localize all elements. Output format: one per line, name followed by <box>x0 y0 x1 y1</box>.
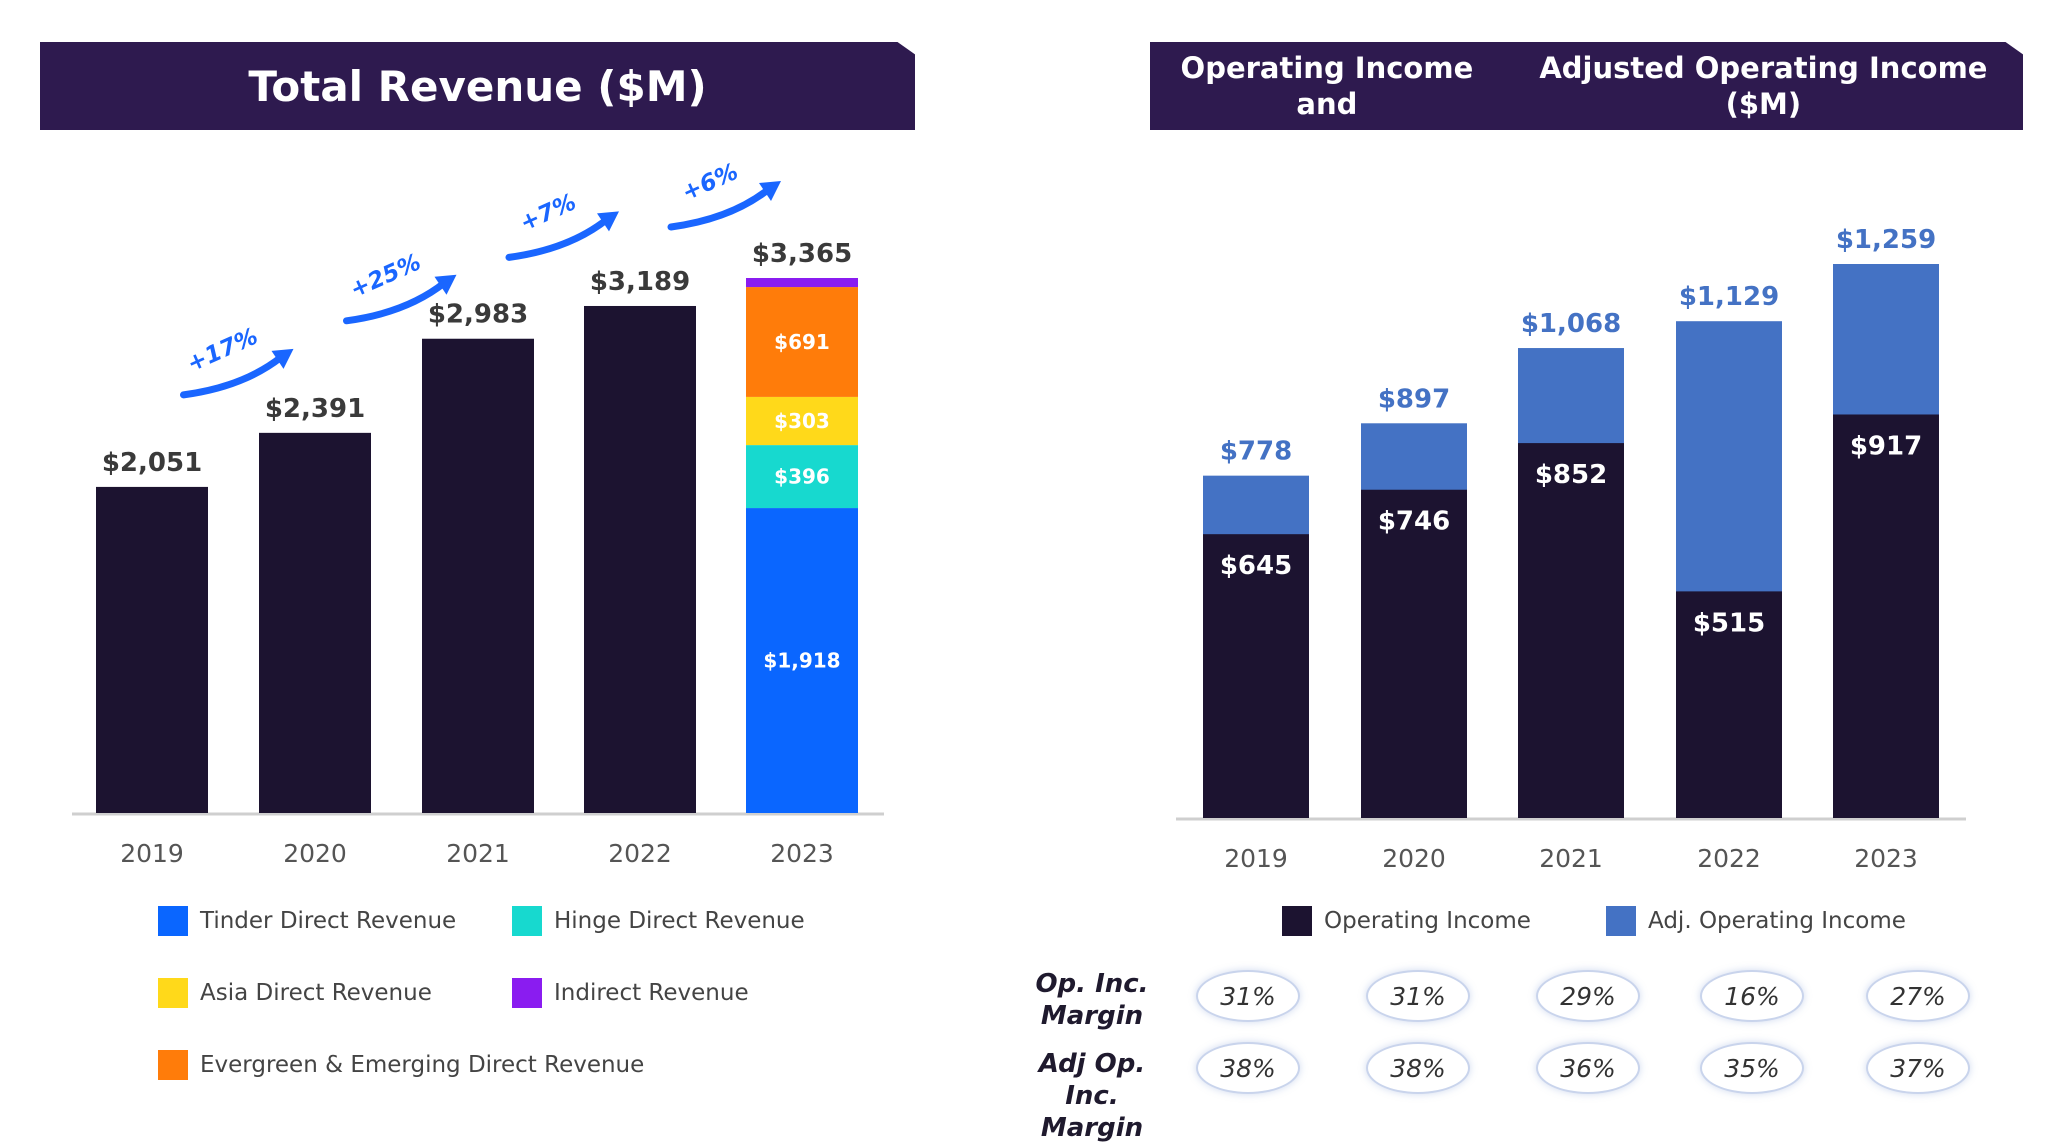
operating-income-bar-2022 <box>1676 591 1782 818</box>
legend-label-asia: Asia Direct Revenue <box>200 980 432 1006</box>
legend-tinder: Tinder Direct Revenue <box>158 906 456 936</box>
adj-margin-label-line1: Adj Op. Inc. <box>1038 1049 1146 1111</box>
legend-label-evergreen: Evergreen & Emerging Direct Revenue <box>200 1052 645 1078</box>
adj-margin-2023: 37% <box>1866 1042 1970 1094</box>
revenue-year-label-2019: 2019 <box>120 839 184 868</box>
op-margin-2023: 27% <box>1866 970 1970 1022</box>
legend-label-indirect: Indirect Revenue <box>554 980 749 1006</box>
adj-operating-income-label-2019: $778 <box>1220 437 1292 467</box>
operating-income-label-2020: $746 <box>1378 507 1450 537</box>
adj-margin-label-line2: Margin <box>1040 1113 1144 1143</box>
operating-income-label-2021: $852 <box>1535 460 1607 490</box>
revenue-year-label-2023: 2023 <box>770 839 834 868</box>
growth-label-1: +25% <box>346 249 424 303</box>
growth-label-3: +6% <box>678 159 742 206</box>
legend-hinge: Hinge Direct Revenue <box>512 906 805 936</box>
growth-arrowhead-0 <box>271 348 294 369</box>
operating-income-bar-2023 <box>1833 414 1939 818</box>
op-margin-label-line1: Op. Inc. <box>1035 969 1149 999</box>
revenue-bar-2020 <box>259 432 371 813</box>
operating-income-label-2022: $515 <box>1693 608 1765 638</box>
revenue-bar-2021 <box>422 338 534 813</box>
adj-margin-2022: 35% <box>1700 1042 1804 1094</box>
revenue-2023-label-tinder: $1,918 <box>763 649 840 673</box>
revenue-2023-segment-evergreen <box>746 287 858 397</box>
operating-year-label-2023: 2023 <box>1854 844 1918 873</box>
operating-year-label-2020: 2020 <box>1382 844 1446 873</box>
revenue-2023-segment-indirect <box>746 278 858 288</box>
growth-arrowhead-1 <box>434 274 457 295</box>
adj-operating-income-label-2020: $897 <box>1378 384 1450 414</box>
operating-income-bar-2020 <box>1361 489 1467 818</box>
op-margin-label: Op. Inc. Margin <box>1012 968 1172 1032</box>
legend-label-hinge: Hinge Direct Revenue <box>554 908 805 934</box>
adj-operating-income-label-2023: $1,259 <box>1836 225 1936 255</box>
operating-year-label-2021: 2021 <box>1539 844 1603 873</box>
legend-indirect: Indirect Revenue <box>512 978 749 1008</box>
adj-margin-2019: 38% <box>1196 1042 1300 1094</box>
growth-label-2: +7% <box>516 189 580 236</box>
growth-arrow-2 <box>505 215 611 261</box>
growth-arrowhead-3 <box>759 180 781 201</box>
operating-income-bar-2019 <box>1203 534 1309 818</box>
growth-label-0: +17% <box>183 323 261 377</box>
revenue-year-label-2021: 2021 <box>446 839 510 868</box>
revenue-bar-2019 <box>96 486 208 813</box>
revenue-bar-2022 <box>584 305 696 813</box>
adj-operating-income-label-2022: $1,129 <box>1679 282 1779 312</box>
revenue-2023-segment-asia <box>746 396 858 446</box>
legend-swatch-tinder <box>158 906 188 936</box>
operating-year-label-2019: 2019 <box>1224 844 1288 873</box>
adj-margin-2021: 36% <box>1536 1042 1640 1094</box>
legend-operating-income: Operating Income <box>1282 906 1531 936</box>
op-margin-2020: 31% <box>1366 970 1470 1022</box>
revenue-2023-label-hinge: $396 <box>774 465 830 489</box>
revenue-2023-label-evergreen: $691 <box>774 330 830 354</box>
growth-arrow-0 <box>180 353 285 399</box>
legend-swatch-evergreen <box>158 1050 188 1080</box>
revenue-value-label-2023: $3,365 <box>752 239 852 269</box>
legend-swatch-asia <box>158 978 188 1008</box>
revenue-2023-segment-tinder <box>746 508 858 813</box>
legend-label-tinder: Tinder Direct Revenue <box>200 908 457 934</box>
legend-swatch-operating-income <box>1282 906 1312 936</box>
growth-arrow-1 <box>343 279 448 325</box>
op-margin-2019: 31% <box>1196 970 1300 1022</box>
revenue-chart-title: Total Revenue ($M) <box>40 42 915 130</box>
operating-income-title-line1: Operating Income and <box>1180 51 1474 121</box>
adj-operating-income-label-2021: $1,068 <box>1521 309 1621 339</box>
revenue-chart-title-text: Total Revenue ($M) <box>248 61 707 111</box>
legend-swatch-adj-operating-income <box>1606 906 1636 936</box>
legend-label-adj-operating-income: Adj. Operating Income <box>1648 908 1906 934</box>
growth-arrowhead-2 <box>597 211 619 232</box>
growth-arrow-3 <box>667 185 773 231</box>
revenue-value-label-2019: $2,051 <box>102 448 202 478</box>
operating-income-title-line2: Adjusted Operating Income ($M) <box>1539 51 1988 121</box>
revenue-value-label-2020: $2,391 <box>265 394 365 424</box>
legend-label-operating-income: Operating Income <box>1324 908 1531 934</box>
revenue-year-label-2022: 2022 <box>608 839 672 868</box>
adj-margin-2020: 38% <box>1366 1042 1470 1094</box>
revenue-value-label-2022: $3,189 <box>590 267 690 297</box>
operating-income-label-2023: $917 <box>1850 431 1922 461</box>
operating-year-label-2022: 2022 <box>1697 844 1761 873</box>
revenue-value-label-2021: $2,983 <box>428 300 528 330</box>
operating-income-bar-2021 <box>1518 443 1624 818</box>
operating-income-chart-title: Operating Income and Adjusted Operating … <box>1150 42 2023 130</box>
revenue-year-label-2020: 2020 <box>283 839 347 868</box>
revenue-2023-segment-hinge <box>746 445 858 509</box>
legend-swatch-hinge <box>512 906 542 936</box>
revenue-2023-label-asia: $303 <box>774 409 830 433</box>
op-margin-2022: 16% <box>1700 970 1804 1022</box>
legend-evergreen: Evergreen & Emerging Direct Revenue <box>158 1050 644 1080</box>
op-margin-2021: 29% <box>1536 970 1640 1022</box>
operating-income-label-2019: $645 <box>1220 551 1292 581</box>
legend-adj-operating-income: Adj. Operating Income <box>1606 906 1906 936</box>
adj-margin-label: Adj Op. Inc. Margin <box>1012 1048 1172 1144</box>
op-margin-label-line2: Margin <box>1040 1001 1144 1031</box>
legend-asia: Asia Direct Revenue <box>158 978 432 1008</box>
legend-swatch-indirect <box>512 978 542 1008</box>
